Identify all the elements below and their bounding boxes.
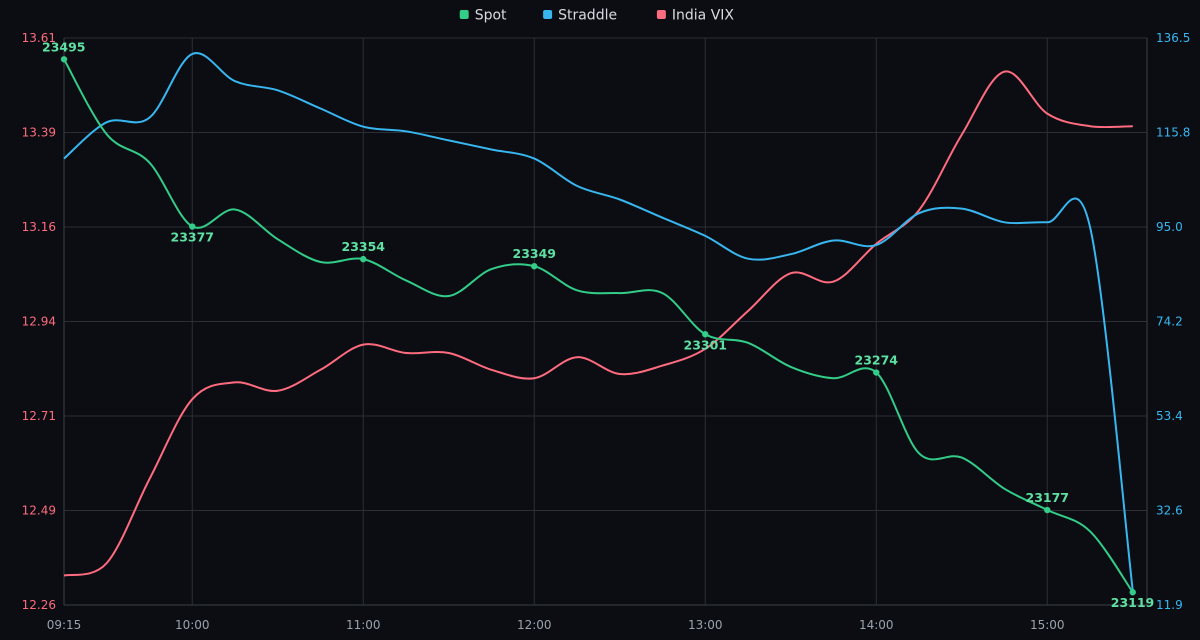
data-labels: 23495 23377 23354 23349 23301 23274 23177 23119 xyxy=(42,39,1154,610)
axes: 12.26 11.9 12.49 32.6 12.71 53.4 12.94 74.2 13.1… xyxy=(22,31,1191,632)
x-tick-label: 14:00 xyxy=(859,618,894,632)
x-tick-label: 12:00 xyxy=(517,618,552,632)
y-right-tick-label: 32.6 xyxy=(1156,504,1183,518)
spot-marker xyxy=(702,331,709,338)
spot-marker xyxy=(873,369,880,376)
y-left-tick-label: 12.94 xyxy=(22,315,56,329)
x-tick-label: 11:00 xyxy=(346,618,381,632)
spot-marker xyxy=(360,255,367,263)
spot-data-label: 23377 xyxy=(171,230,215,245)
spot-data-label: 23349 xyxy=(513,246,557,261)
grid-lines xyxy=(63,37,1147,606)
y-left-tick-label: 12.71 xyxy=(22,409,56,423)
spot-data-label: 23354 xyxy=(342,239,386,254)
straddle-line xyxy=(63,52,1134,592)
y-left-tick-label: 12.26 xyxy=(22,598,56,612)
y-right-tick-label: 136.5 xyxy=(1156,31,1190,45)
y-right-tick-label: 11.9 xyxy=(1156,598,1183,612)
legend-label-straddle: Straddle xyxy=(558,8,617,24)
legend-label-spot: Spot xyxy=(475,8,507,24)
legend: Spot Straddle India VIX xyxy=(459,8,735,24)
spot-data-label: 23177 xyxy=(1026,490,1070,505)
y-left-tick-label: 13.39 xyxy=(22,126,56,140)
india-vix-line xyxy=(63,70,1133,577)
x-tick-label: 15:00 xyxy=(1030,618,1065,632)
spot-data-label: 23119 xyxy=(1111,595,1155,610)
spot-marker xyxy=(60,56,68,63)
legend-label-india-vix: India VIX xyxy=(672,8,735,24)
y-right-tick-label: 53.4 xyxy=(1156,409,1183,423)
x-tick-label: 09:15 xyxy=(47,618,82,632)
spot-line xyxy=(63,58,1134,593)
spot-marker xyxy=(1044,506,1051,514)
y-left-tick-label: 13.61 xyxy=(22,31,56,45)
x-tick-label: 10:00 xyxy=(175,618,210,632)
y-left-tick-label: 12.49 xyxy=(22,504,56,518)
data-markers xyxy=(60,56,1136,596)
y-left-tick-label: 13.16 xyxy=(22,220,56,234)
spot-data-label: 23274 xyxy=(855,353,899,368)
spot-data-label: 23301 xyxy=(684,337,728,352)
x-tick-label: 13:00 xyxy=(688,618,723,632)
legend-swatch-straddle xyxy=(543,10,553,19)
series-lines xyxy=(63,52,1134,593)
spot-marker xyxy=(1129,589,1136,596)
y-right-tick-label: 115.8 xyxy=(1156,126,1190,140)
spot-marker xyxy=(531,263,538,270)
y-right-tick-label: 95.0 xyxy=(1156,220,1183,234)
legend-swatch-india-vix xyxy=(656,10,666,19)
y-right-tick-label: 74.2 xyxy=(1156,315,1183,329)
spot-data-label: 23495 xyxy=(42,39,86,54)
legend-swatch-spot xyxy=(459,10,469,19)
spot-marker xyxy=(189,223,196,230)
